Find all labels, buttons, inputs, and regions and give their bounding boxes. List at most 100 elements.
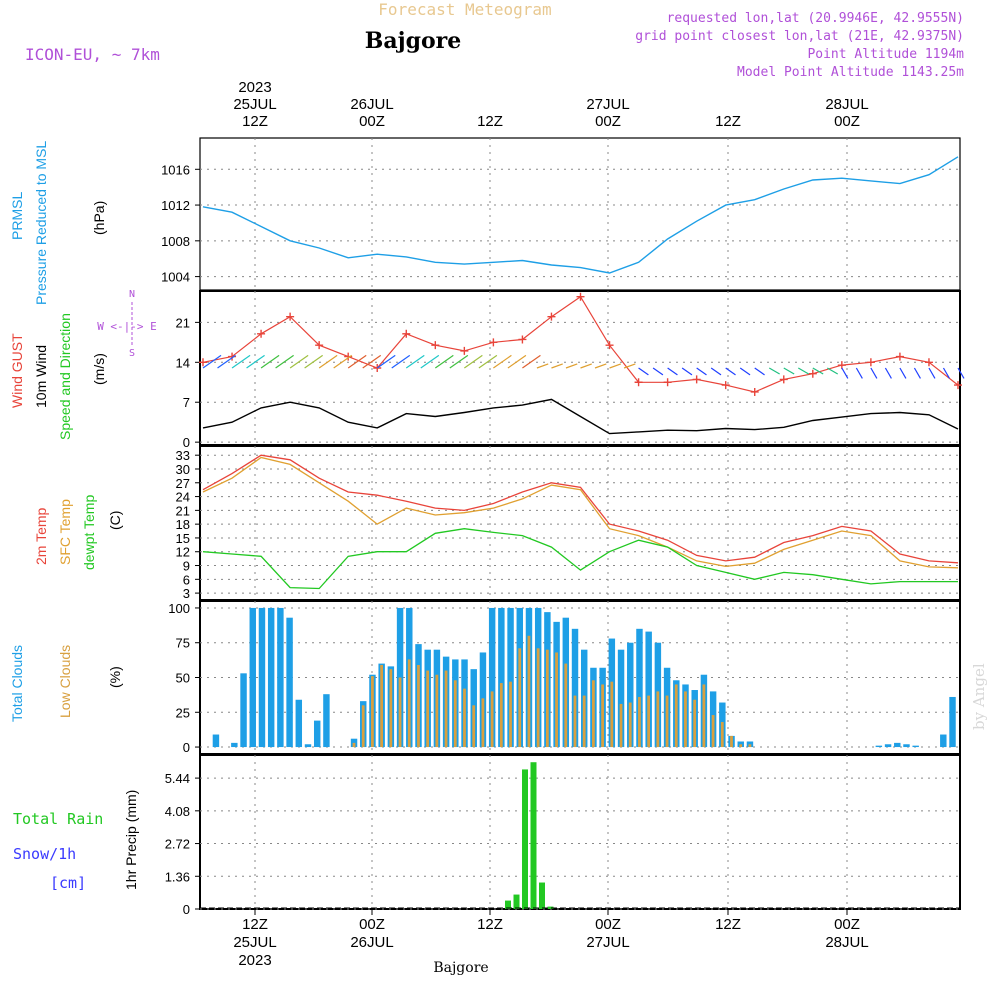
low-cloud-bar <box>509 681 512 748</box>
wind-gust-marker <box>315 341 324 350</box>
total-cloud-bar <box>212 734 220 748</box>
total-cloud-bar <box>240 673 247 748</box>
ytick-label-temp-3: 12 <box>176 545 190 560</box>
wind-gust-marker <box>663 378 672 387</box>
low-cloud-bar <box>601 684 604 748</box>
wind-dir-arrow <box>827 367 839 375</box>
wind-gust-marker <box>518 335 527 344</box>
low-cloud-bar <box>619 703 623 748</box>
bottom-time-label-0-0: 12Z <box>242 916 268 933</box>
wind-dir-arrow <box>536 363 549 369</box>
rain-bar <box>522 769 528 909</box>
wind-10m-line <box>202 398 959 435</box>
low-cloud-bar <box>665 695 669 748</box>
wind-dir-arrow <box>275 354 294 369</box>
top-time-label-0-0: 2023 <box>238 79 271 96</box>
wind-gust-marker <box>837 361 846 370</box>
rain-bar <box>539 882 545 909</box>
low-cloud-bar <box>407 659 411 748</box>
ytick-label-clouds-0: 0 <box>183 740 190 755</box>
low-cloud-bar <box>564 663 568 748</box>
low-cloud-bar <box>647 695 651 748</box>
low-cloud-bar <box>730 735 733 748</box>
requested-coords: requested lon,lat (20.9946E, 42.9555N) <box>667 11 964 26</box>
temp-2m-line <box>202 454 959 564</box>
low-cloud-bar <box>693 699 697 748</box>
wind-dir-arrow <box>681 367 693 376</box>
pressure-unit: (hPa) <box>91 201 107 235</box>
gridpoint-coords: grid point closest lon,lat (21E, 42.9375… <box>635 29 964 44</box>
low-cloud-bar <box>481 698 485 748</box>
wind-dir-arrow <box>347 354 367 369</box>
wind-dir-arrow <box>797 367 809 375</box>
wind-dir-arrow <box>609 363 622 369</box>
wind-gust-marker <box>750 387 759 396</box>
total-cloud-bar <box>875 745 883 748</box>
temp-sfc-label: SFC Temp <box>57 499 73 565</box>
wind-gust-marker <box>431 341 440 350</box>
total-cloud-bar <box>488 607 496 748</box>
rain-bar <box>547 906 554 909</box>
wind-gust-marker <box>954 381 962 390</box>
total-cloud-bar <box>912 745 919 748</box>
ytick-label-temp-0: 3 <box>183 586 190 601</box>
bottom-time-label-1-1: 26JUL <box>350 934 393 951</box>
wind-gust-marker <box>605 341 614 350</box>
low-cloud-bar <box>628 702 632 748</box>
y-axis-ticks: 1004100810121016071421369121518212427303… <box>161 162 200 917</box>
ytick-label-wind-2: 14 <box>176 355 190 370</box>
wind-dir-arrow <box>318 354 338 369</box>
low-cloud-bar <box>610 681 614 748</box>
total-cloud-bar <box>903 744 910 748</box>
top-time-label-3-1: 27JUL <box>586 96 629 113</box>
low-cloud-bar <box>573 695 577 748</box>
ytick-label-temp-4: 15 <box>176 531 190 546</box>
clouds-unit: (%) <box>107 666 123 688</box>
low-cloud-bar <box>472 705 476 748</box>
wind-gust-marker <box>257 329 266 338</box>
wind-gust-marker <box>866 358 875 367</box>
low-cloud-bar <box>435 674 439 748</box>
wind-10m-label: 10m Wind <box>33 345 49 408</box>
total-cloud-bar <box>617 649 625 748</box>
ytick-label-temp-2: 9 <box>183 559 190 574</box>
wind-dir-arrow <box>754 367 765 376</box>
wind-dir-arrow <box>420 354 440 369</box>
low-cloud-bar <box>463 688 466 748</box>
total-cloud-bar <box>295 699 303 748</box>
ytick-label-pressure-2: 1012 <box>161 198 190 213</box>
wind-dir-arrow <box>391 354 411 369</box>
wind-gust-marker <box>924 358 933 367</box>
wind-dir-arrow <box>812 367 824 375</box>
temp-2m-label: 2m Temp <box>33 507 49 565</box>
wind-dir-arrow <box>478 354 498 369</box>
rain-bar <box>513 894 520 909</box>
chart-marks <box>199 156 965 909</box>
wind-dir-arrow <box>507 354 527 369</box>
ytick-label-temp-6: 21 <box>176 503 190 518</box>
compass-we-icon: W <-|-> E <box>97 320 157 333</box>
wind-dir-arrow <box>464 354 483 369</box>
total-cloud-bar <box>894 742 901 748</box>
snow-label: Snow/1h <box>13 845 76 863</box>
total-cloud-bar <box>645 631 652 748</box>
ytick-label-wind-3: 21 <box>176 315 190 330</box>
wind-gust-marker <box>634 378 643 387</box>
low-cloud-bar <box>398 677 402 748</box>
panel-frame-wind <box>199 290 961 446</box>
low-cloud-bar <box>582 695 586 748</box>
low-cloud-bar <box>720 722 724 748</box>
wind-dir-arrow <box>333 354 353 369</box>
low-cloud-bar <box>656 691 660 748</box>
bottom-time-label-4-0: 12Z <box>715 916 741 933</box>
wind-dir-arrow <box>594 363 607 369</box>
wind-dir-arrow <box>231 354 251 369</box>
ytick-label-wind-1: 7 <box>183 395 190 410</box>
temp-labels: 2m Temp SFC Temp dewpt Temp (C) <box>33 495 123 570</box>
model-label: ICON-EU, ~ 7km <box>25 45 160 64</box>
wind-gust-marker <box>576 292 585 301</box>
low-cloud-bar <box>638 696 641 748</box>
wind-gust-marker <box>286 312 295 321</box>
wind-dir-arrow <box>449 354 469 369</box>
